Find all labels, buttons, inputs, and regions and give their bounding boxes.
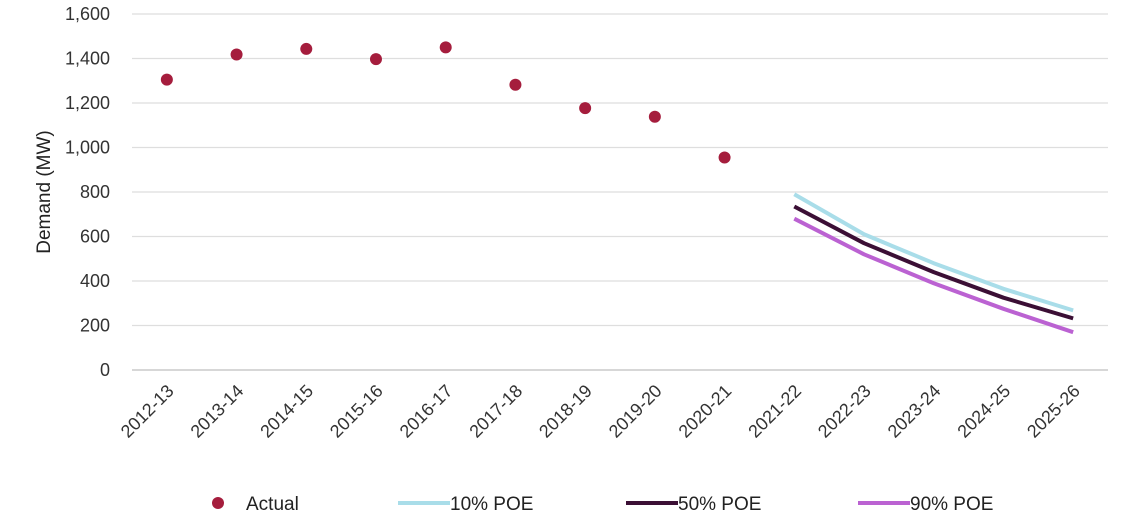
actual-point (230, 48, 243, 61)
x-axis-ticks: 2012-13 2013-14 2014-15 2015-16 2016-17 2017-… (117, 381, 1084, 442)
legend-label: 10% POE (450, 494, 533, 515)
90-pct-poe-line (793, 216, 1074, 335)
x-tick-label: 2015-16 (326, 381, 387, 442)
actual-point (300, 42, 313, 55)
x-tick-label: 2017-18 (465, 381, 526, 442)
x-tick-label: 2019-20 (605, 381, 666, 442)
y-tick-label: 1,200 (65, 93, 110, 113)
actual-point (160, 73, 173, 86)
x-tick-label: 2023-24 (884, 381, 945, 442)
series-marks (160, 41, 1074, 335)
legend: Actual 10% POE 50% POE 90% POE (212, 494, 993, 515)
50-pct-poe-line (793, 204, 1074, 321)
x-tick-label: 2024-25 (953, 381, 1014, 442)
gridlines (132, 13, 1108, 371)
y-tick-label: 200 (80, 316, 110, 336)
x-tick-label: 2012-13 (117, 381, 178, 442)
y-tick-label: 600 (80, 227, 110, 247)
y-axis-title: Demand (MW) (34, 130, 55, 254)
x-tick-label: 2014-15 (256, 381, 317, 442)
actual-point (579, 102, 592, 115)
actual-point (509, 78, 522, 91)
y-tick-label: 0 (100, 360, 110, 380)
actual-point (439, 41, 452, 54)
y-axis-ticks: 0 200 400 600 800 1,000 1,200 1,400 1,600 (65, 4, 110, 380)
y-tick-label: 800 (80, 182, 110, 202)
y-tick-label: 1,600 (65, 4, 110, 24)
y-tick-label: 400 (80, 271, 110, 291)
y-tick-label: 1,400 (65, 49, 110, 69)
actual-point (718, 151, 731, 164)
legend-label: 50% POE (678, 494, 761, 515)
legend-label: 90% POE (910, 494, 993, 515)
10-pct-poe-line (793, 192, 1074, 313)
x-tick-label: 2025-26 (1023, 381, 1084, 442)
legend-label: Actual (246, 494, 299, 515)
x-tick-label: 2016-17 (396, 381, 457, 442)
x-tick-label: 2020-21 (675, 381, 736, 442)
x-tick-label: 2018-19 (535, 381, 596, 442)
actual-point (648, 110, 661, 123)
x-tick-label: 2022-23 (814, 381, 875, 442)
legend-marker-actual (212, 497, 224, 509)
y-tick-label: 1,000 (65, 138, 110, 158)
x-tick-label: 2013-14 (187, 381, 248, 442)
actual-point (370, 53, 382, 66)
x-tick-label: 2021-22 (744, 381, 805, 442)
